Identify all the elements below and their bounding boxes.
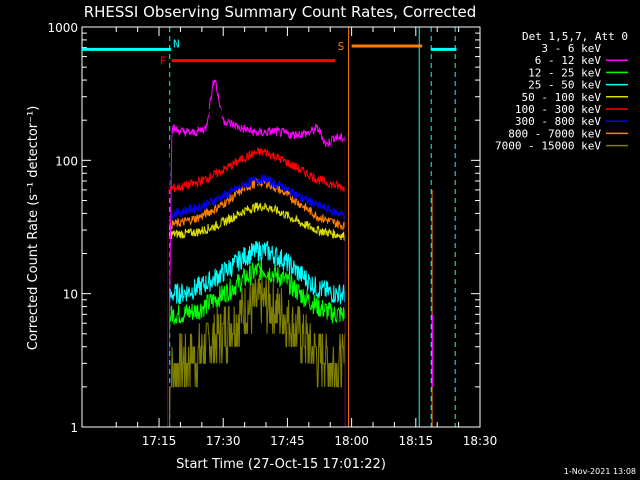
legend-entry-label: 300 - 800 keV — [515, 115, 601, 128]
legend-entry-label: 6 - 12 keV — [535, 54, 602, 67]
series-line-5 — [167, 147, 346, 428]
series-line-8 — [167, 274, 346, 428]
legend-title: Det 1,5,7, Att 0 — [522, 30, 628, 43]
series-line-4 — [167, 202, 346, 428]
legend-entry-label: 25 - 50 keV — [528, 79, 601, 92]
y-axis-label: Corrected Count Rate (s⁻¹ detector⁻¹) — [26, 106, 41, 351]
y-tick-label: 10 — [63, 288, 78, 302]
flag-label-F: F — [160, 55, 167, 68]
y-tick-label: 1000 — [47, 21, 78, 35]
x-tick-label: 18:15 — [399, 434, 434, 448]
series-line-6 — [167, 173, 346, 428]
series-line-0 — [167, 106, 346, 428]
legend-entry-label: 7000 - 15000 keV — [495, 140, 601, 153]
chart-title: RHESSI Observing Summary Count Rates, Co… — [84, 3, 477, 21]
x-tick-label: 18:30 — [463, 434, 498, 448]
x-tick-label: 17:15 — [142, 434, 177, 448]
x-tick-label: 18:00 — [334, 434, 369, 448]
legend-entry-label: 50 - 100 keV — [522, 91, 602, 104]
x-tick-label: 17:45 — [270, 434, 305, 448]
legend-entry-label: 3 - 6 keV — [541, 42, 601, 55]
series-line-3 — [167, 240, 346, 428]
y-tick-label: 1 — [70, 421, 78, 435]
y-tick-label: 100 — [55, 154, 78, 168]
timestamp: 1-Nov-2021 13:08 — [564, 467, 636, 476]
legend-entry-label: 100 - 300 keV — [515, 103, 601, 116]
legend-entry-label: 12 - 25 keV — [528, 66, 601, 79]
x-tick-label: 17:30 — [206, 434, 241, 448]
flag-label-N: N — [173, 37, 180, 50]
series-line-1 — [167, 79, 346, 428]
plot-frame — [81, 26, 481, 428]
series-line-2 — [167, 259, 346, 428]
flag-label-S: S — [338, 40, 345, 53]
legend-entry-label: 800 - 7000 keV — [508, 127, 601, 140]
x-axis-label: Start Time (27-Oct-15 17:01:22) — [176, 457, 386, 472]
